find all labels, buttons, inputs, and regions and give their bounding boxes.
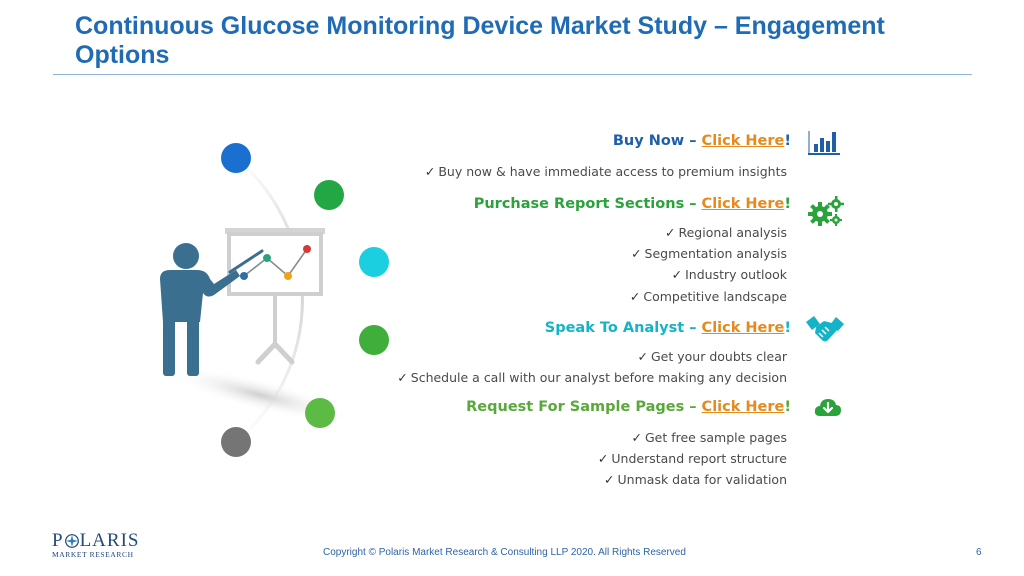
cloud-download-icon[interactable] <box>814 396 842 418</box>
logo-tagline: MARKET RESEARCH <box>52 550 134 559</box>
checkmark-icon: ✓ <box>631 430 642 445</box>
handshake-icon[interactable] <box>804 314 846 344</box>
timeline-dot-3 <box>359 247 389 277</box>
purchase-sections-label: Purchase Report Sections – <box>473 196 702 212</box>
purchase-bullet: ✓ Competitive landscape <box>629 289 787 304</box>
checkmark-icon: ✓ <box>424 164 436 179</box>
bar-chart-icon[interactable] <box>806 129 842 157</box>
buy-now-label: Buy Now – <box>612 133 702 149</box>
timeline-dot-2 <box>314 180 344 210</box>
timeline-dot-6 <box>221 427 251 457</box>
buy-now-bullet: ✓ Buy now & have immediate access to prem… <box>424 164 787 179</box>
logo-wordmark: P LARIS <box>52 530 140 551</box>
checkmark-icon: ✓ <box>671 267 683 282</box>
checkmark-icon: ✓ <box>637 349 648 364</box>
page-number: 6 <box>976 547 982 558</box>
speak-analyst-heading: Speak To Analyst – Click Here! <box>544 320 791 336</box>
sample-pages-heading: Request For Sample Pages – Click Here! <box>466 399 791 415</box>
speak-analyst-label: Speak To Analyst – <box>544 320 702 336</box>
polaris-logo: P LARIS MARKET RESEARCH <box>52 531 139 559</box>
copyright-text: Copyright © Polaris Market Research & Co… <box>323 547 686 558</box>
buy-now-heading: Buy Now – Click Here! <box>612 133 791 149</box>
purchase-bullet: ✓ Industry outlook <box>671 267 787 282</box>
checkmark-icon: ✓ <box>597 451 609 466</box>
sample-bullet: ✓ Get free sample pages <box>631 430 787 445</box>
presenter-figure <box>160 243 240 376</box>
presenter-pointer <box>228 249 264 274</box>
sample-pages-label: Request For Sample Pages – <box>466 399 702 415</box>
sample-bullet: ✓ Unmask data for validation <box>604 472 787 487</box>
analyst-bullet: ✓ Get your doubts clear <box>637 349 787 364</box>
timeline-dot-4 <box>359 325 389 355</box>
purchase-bullet: ✓ Segmentation analysis <box>631 246 787 261</box>
checkmark-icon: ✓ <box>665 225 676 240</box>
sample-bullet: ✓ Understand report structure <box>597 451 787 466</box>
analyst-bullet: ✓ Schedule a call with our analyst before… <box>397 370 787 385</box>
checkmark-icon: ✓ <box>629 289 641 304</box>
sample-pages-link[interactable]: Click Here <box>701 399 785 415</box>
easel-stand <box>273 296 277 346</box>
timeline-dot-5 <box>305 398 335 428</box>
purchase-sections-heading: Purchase Report Sections – Click Here! <box>473 196 791 212</box>
checkmark-icon: ✓ <box>631 246 642 261</box>
presenter-whiteboard-icon <box>160 143 389 457</box>
purchase-bullet: ✓ Regional analysis <box>665 225 787 240</box>
checkmark-icon: ✓ <box>397 370 408 385</box>
page-title: Continuous Glucose Monitoring Device Mar… <box>75 12 885 69</box>
whiteboard-chart-line <box>243 248 308 278</box>
checkmark-icon: ✓ <box>604 472 615 487</box>
title-divider <box>53 74 972 75</box>
buy-now-link[interactable]: Click Here <box>701 133 785 149</box>
speak-analyst-link[interactable]: Click Here <box>701 320 785 336</box>
gears-icon[interactable] <box>806 195 846 227</box>
whiteboard-frame <box>225 228 325 234</box>
easel-legs <box>255 341 295 365</box>
timeline-dot-1 <box>221 143 251 173</box>
compass-star-icon <box>64 533 79 548</box>
purchase-sections-link[interactable]: Click Here <box>701 196 785 212</box>
